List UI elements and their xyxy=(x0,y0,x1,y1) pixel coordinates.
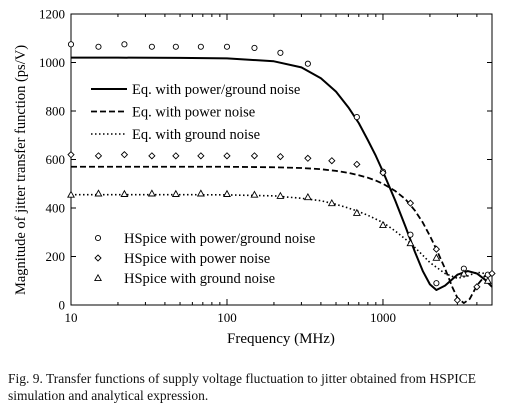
legend-marker-label: HSpice with power noise xyxy=(124,251,270,267)
data-point xyxy=(353,160,361,168)
data-point xyxy=(379,220,387,228)
series-line xyxy=(71,165,493,304)
data-point xyxy=(304,154,312,162)
data-point xyxy=(94,152,103,160)
hspice-markers xyxy=(67,41,496,304)
data-point xyxy=(121,41,128,48)
axis-ticks: 0 200 400 600 800 1000 1200 10 100 1000 xyxy=(39,7,493,325)
data-point xyxy=(250,152,259,160)
legend-line-label: Eq. with power noise xyxy=(132,105,255,121)
legend-marker-label: HSpice with ground noise xyxy=(124,271,275,287)
data-point xyxy=(488,269,496,278)
data-point xyxy=(172,152,180,160)
data-point xyxy=(67,151,75,159)
data-point xyxy=(433,280,440,287)
legend-markers: HSpice with power/ground noise HSpice wit… xyxy=(94,231,315,287)
data-point xyxy=(148,43,155,50)
legend-marker-label: HSpice with power/ground noise xyxy=(124,231,315,247)
x-tick-label: 100 xyxy=(217,310,237,325)
legend-marker-swatch xyxy=(94,254,102,262)
data-point xyxy=(276,152,285,161)
data-point xyxy=(197,43,204,50)
y-tick-label: 1000 xyxy=(39,55,65,70)
y-tick-label: 1200 xyxy=(39,7,65,22)
data-point xyxy=(94,189,103,197)
data-point xyxy=(197,152,205,160)
y-tick-label: 600 xyxy=(46,152,66,167)
data-point xyxy=(353,114,360,121)
legend-lines: Eq. with power/ground noise Eq. with powe… xyxy=(91,82,300,143)
data-point xyxy=(432,253,441,261)
y-axis-label: Magnitude of jitter transfer function (p… xyxy=(13,45,29,295)
data-point xyxy=(67,41,75,48)
data-point xyxy=(327,199,336,207)
legend-marker-swatch xyxy=(94,234,102,242)
data-point xyxy=(277,49,284,56)
y-tick-label: 400 xyxy=(46,201,66,216)
data-point xyxy=(196,189,205,197)
data-point xyxy=(328,157,336,165)
x-axis-label: Frequency (MHz) xyxy=(227,331,335,347)
data-point xyxy=(148,152,156,160)
jitter-transfer-chart: 0 200 400 600 800 1000 1200 10 100 1000 Eq. with … xyxy=(13,7,496,347)
legend-line-label: Eq. with ground noise xyxy=(132,127,260,143)
data-point xyxy=(120,151,129,159)
x-tick-label: 10 xyxy=(65,310,78,325)
legend-marker-swatch xyxy=(94,273,102,282)
data-point xyxy=(304,60,311,67)
data-point xyxy=(120,189,129,197)
data-point xyxy=(406,199,415,207)
data-point xyxy=(453,296,462,304)
data-point xyxy=(303,192,312,201)
data-point xyxy=(406,239,415,247)
data-point xyxy=(251,44,258,52)
data-point xyxy=(352,208,361,216)
data-point xyxy=(250,190,259,198)
data-point xyxy=(223,43,231,50)
data-point xyxy=(147,189,156,197)
y-tick-label: 0 xyxy=(59,298,66,313)
data-point xyxy=(483,276,492,284)
data-point xyxy=(407,231,414,238)
data-point xyxy=(223,189,231,197)
data-point xyxy=(459,269,468,277)
data-point xyxy=(172,43,179,50)
y-tick-label: 800 xyxy=(46,104,66,119)
data-point xyxy=(473,283,481,291)
data-point xyxy=(171,189,180,197)
figure-caption: Fig. 9. Transfer functions of supply vol… xyxy=(8,371,476,403)
legend-line-label: Eq. with power/ground noise xyxy=(132,82,300,98)
data-point xyxy=(95,43,102,50)
data-point xyxy=(379,169,387,177)
data-point xyxy=(432,245,441,253)
data-point xyxy=(67,190,75,198)
x-tick-label: 1000 xyxy=(370,310,396,325)
data-point xyxy=(276,191,285,199)
y-tick-label: 200 xyxy=(46,249,66,264)
data-point xyxy=(223,152,231,160)
